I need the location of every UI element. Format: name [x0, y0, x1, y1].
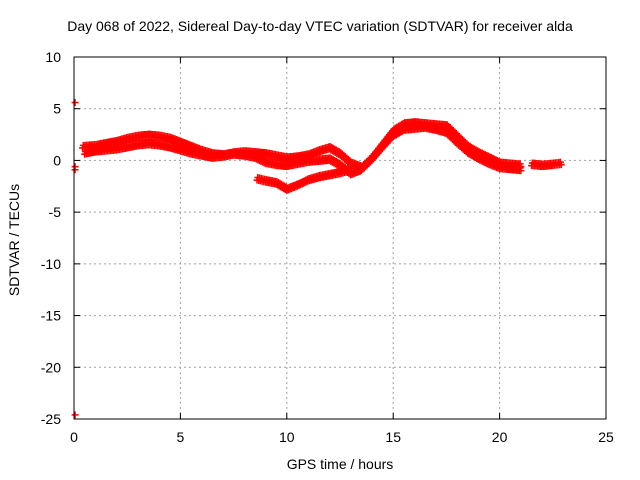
y-tick-label: -15: [41, 308, 61, 324]
x-tick-label: 15: [385, 429, 401, 445]
x-tick-label: 5: [177, 429, 185, 445]
x-tick-label: 20: [492, 429, 508, 445]
y-tick-label: 10: [45, 49, 61, 65]
data-point: [71, 99, 79, 107]
y-tick-label: 5: [53, 101, 61, 117]
x-tick-label: 10: [279, 429, 295, 445]
data-point: [71, 166, 79, 174]
x-tick-label: 0: [70, 429, 78, 445]
data-point: [71, 411, 79, 419]
chart-title: Day 068 of 2022, Sidereal Day-to-day VTE…: [67, 18, 573, 34]
y-tick-label: -10: [41, 256, 61, 272]
y-tick-label: -20: [41, 359, 61, 375]
y-axis-label: SDTVAR / TECUs: [6, 183, 22, 297]
data-point: [557, 161, 565, 169]
data-points: [71, 99, 565, 419]
grid-lines: [74, 57, 606, 419]
y-tick-label: -5: [49, 204, 62, 220]
plot-frame: [73, 56, 607, 420]
x-axis-label: GPS time / hours: [286, 456, 394, 472]
y-tick-label: -25: [41, 411, 61, 427]
y-tick-label: 0: [53, 152, 61, 168]
axis-ticks: 0 5 10 15 20 25 -25 -20 -15 -10 -5 0 5 10: [41, 49, 614, 445]
data-point: [347, 167, 355, 175]
data-point: [517, 167, 525, 175]
x-tick-label: 25: [598, 429, 614, 445]
